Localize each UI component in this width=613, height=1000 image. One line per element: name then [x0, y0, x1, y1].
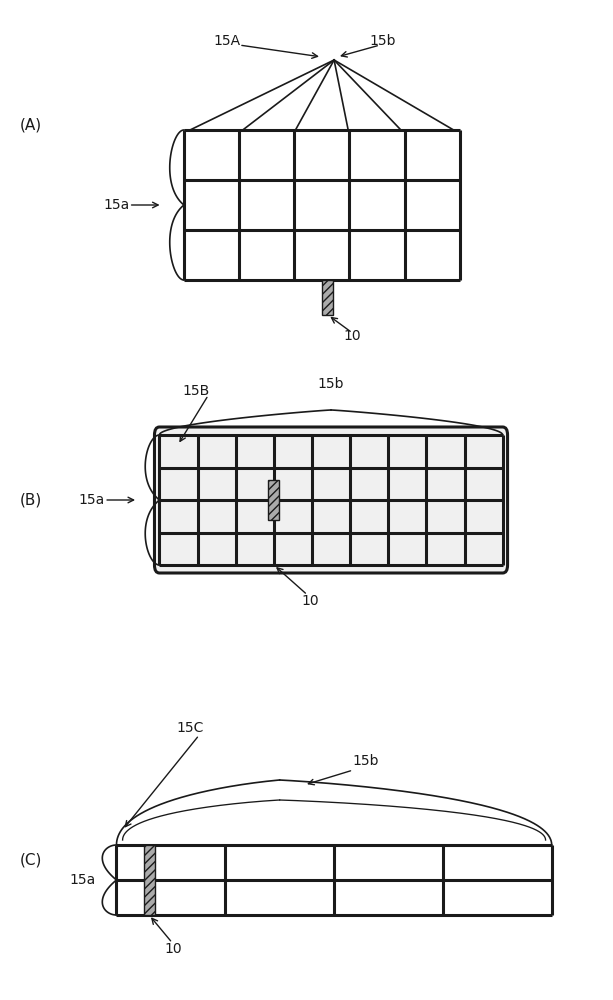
Text: 10: 10 [302, 594, 319, 608]
Bar [268, 480, 280, 520]
Text: 15C: 15C [177, 721, 204, 735]
Text: 15a: 15a [70, 873, 96, 887]
Text: 15b: 15b [318, 377, 345, 391]
Text: 15B: 15B [183, 384, 210, 398]
Text: 10: 10 [165, 942, 183, 956]
Text: 15b: 15b [352, 754, 379, 768]
Text: 15b: 15b [370, 34, 397, 48]
Text: (C): (C) [20, 852, 42, 867]
Text: (B): (B) [20, 492, 42, 508]
Text: 15a: 15a [79, 493, 105, 507]
Text: 10: 10 [344, 329, 361, 343]
Text: (A): (A) [20, 117, 42, 132]
Bar [143, 845, 154, 915]
Bar [322, 280, 333, 315]
Text: 15A: 15A [213, 34, 240, 48]
Text: 15a: 15a [104, 198, 129, 212]
FancyBboxPatch shape [154, 427, 508, 573]
